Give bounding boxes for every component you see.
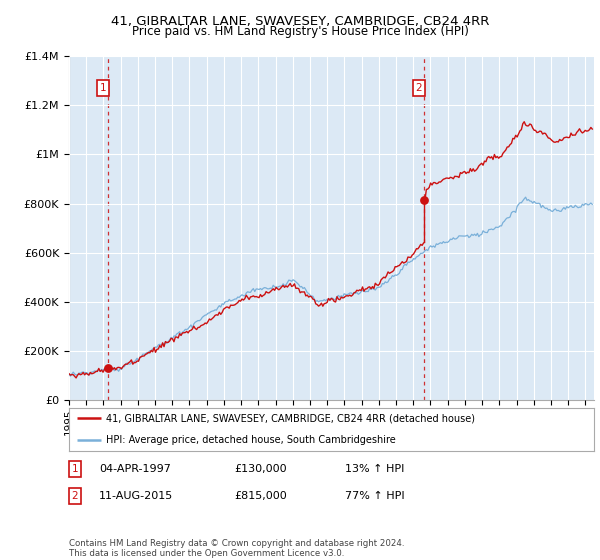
Text: 2: 2 [415,83,422,93]
Text: 1: 1 [100,83,106,93]
Point [419,195,429,204]
Text: 41, GIBRALTAR LANE, SWAVESEY, CAMBRIDGE, CB24 4RR (detached house): 41, GIBRALTAR LANE, SWAVESEY, CAMBRIDGE,… [106,413,475,423]
Text: 77% ↑ HPI: 77% ↑ HPI [345,491,404,501]
Text: 2: 2 [71,491,79,501]
Text: 13% ↑ HPI: 13% ↑ HPI [345,464,404,474]
Text: 04-APR-1997: 04-APR-1997 [99,464,171,474]
Text: £130,000: £130,000 [234,464,287,474]
Text: Contains HM Land Registry data © Crown copyright and database right 2024.
This d: Contains HM Land Registry data © Crown c… [69,539,404,558]
Text: £815,000: £815,000 [234,491,287,501]
Text: 11-AUG-2015: 11-AUG-2015 [99,491,173,501]
Text: Price paid vs. HM Land Registry's House Price Index (HPI): Price paid vs. HM Land Registry's House … [131,25,469,38]
Text: 41, GIBRALTAR LANE, SWAVESEY, CAMBRIDGE, CB24 4RR: 41, GIBRALTAR LANE, SWAVESEY, CAMBRIDGE,… [111,15,489,27]
Point [103,364,113,373]
Text: HPI: Average price, detached house, South Cambridgeshire: HPI: Average price, detached house, Sout… [106,435,395,445]
Text: 1: 1 [71,464,79,474]
